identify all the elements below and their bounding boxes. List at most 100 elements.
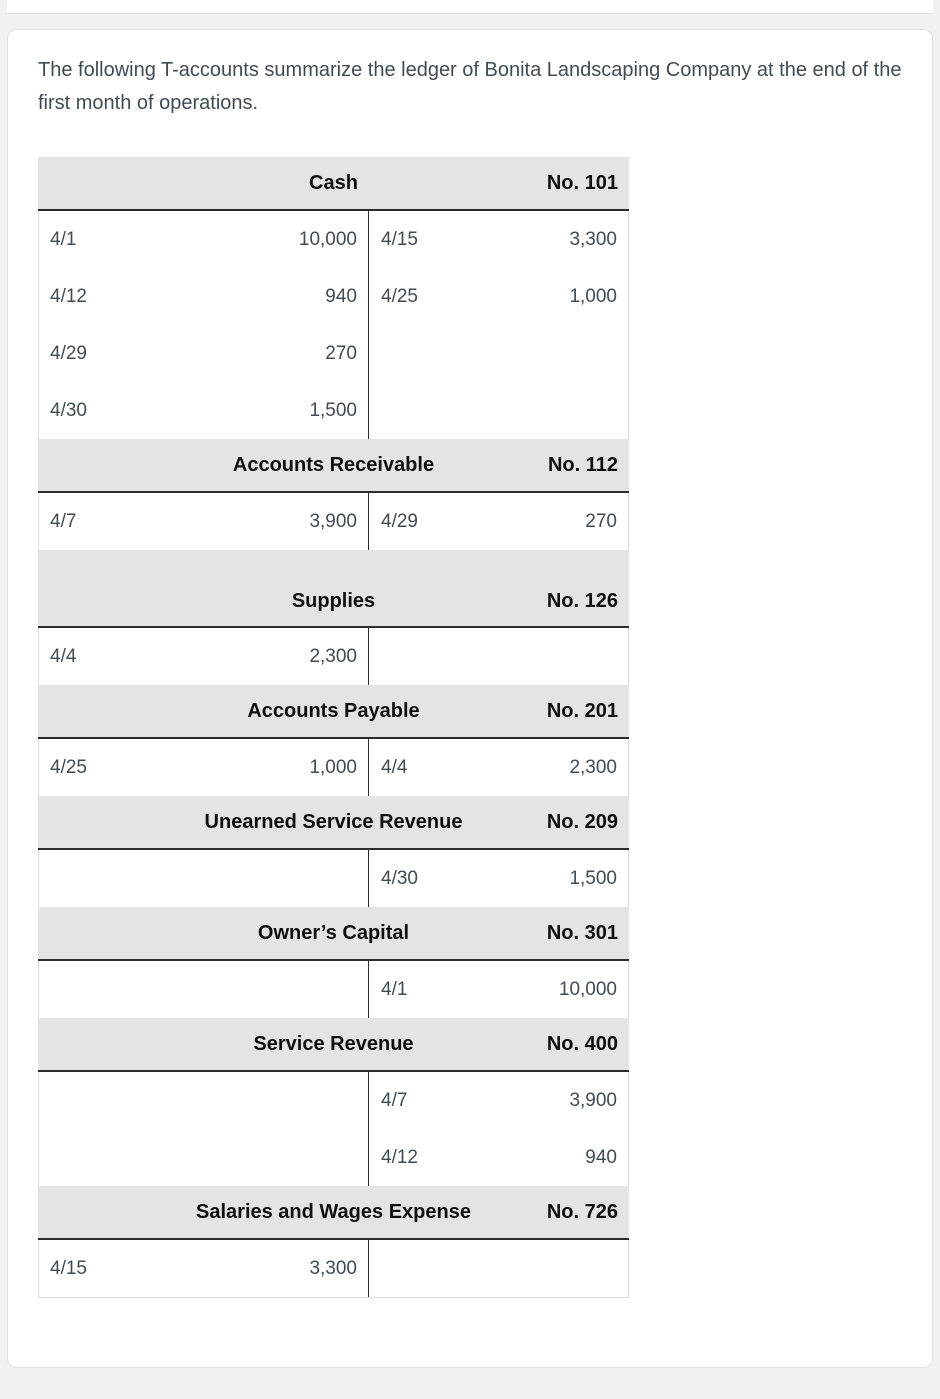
- debit-cell: 4/25 1,000: [39, 739, 368, 796]
- credit-cell: 4/4 2,300: [368, 739, 628, 796]
- t-account: Supplies No. 126 4/4 2,300: [38, 550, 629, 685]
- entry-date: 4/12: [381, 1146, 418, 1168]
- t-account-row: 4/30 1,500: [39, 850, 628, 907]
- account-title: Supplies: [291, 590, 376, 612]
- entry-date: 4/4: [50, 645, 77, 667]
- entry-amount: 1,000: [569, 285, 617, 307]
- t-account: Unearned Service Revenue No. 209 4/30 1,5…: [38, 796, 629, 907]
- account-number: No. 301: [546, 921, 618, 944]
- t-account-header: Salaries and Wages Expense No. 726: [38, 1186, 629, 1240]
- t-accounts-table: Cash No. 101 4/1 10,000 4/15 3,300 4/12 940 4/…: [38, 157, 629, 1298]
- account-number: No. 726: [546, 1200, 618, 1223]
- debit-cell: [39, 961, 368, 1018]
- page: The following T-accounts summarize the l…: [7, 0, 933, 1368]
- entry-amount: 940: [585, 1146, 617, 1168]
- t-account-row: 4/1 10,000 4/15 3,300: [39, 211, 628, 268]
- entry-amount: 2,300: [309, 645, 357, 667]
- debit-cell: 4/1 10,000: [39, 211, 368, 268]
- t-account-rows: 4/30 1,500: [38, 850, 629, 907]
- entry-date: 4/7: [50, 510, 77, 532]
- t-account-header: Owner’s Capital No. 301: [38, 907, 629, 961]
- debit-cell: [39, 1129, 368, 1186]
- entry-date: 4/25: [50, 756, 87, 778]
- t-account-row: 4/12 940: [39, 1129, 628, 1186]
- t-account-row: 4/4 2,300: [39, 628, 628, 685]
- entry-date: 4/15: [50, 1257, 87, 1279]
- t-account-rows: 4/1 10,000 4/15 3,300 4/12 940 4/25 1,000 4/29 27…: [38, 211, 629, 439]
- account-title: Owner’s Capital: [257, 921, 410, 944]
- entry-amount: 3,300: [309, 1257, 357, 1279]
- t-account-rows: 4/25 1,000 4/4 2,300: [38, 739, 629, 796]
- t-account: Cash No. 101 4/1 10,000 4/15 3,300 4/12 940 4/…: [38, 157, 629, 439]
- debit-cell: [39, 1072, 368, 1129]
- top-panel-divider: [7, 0, 933, 14]
- account-title: Accounts Receivable: [232, 453, 435, 476]
- entry-amount: 1,000: [309, 756, 357, 778]
- t-account-row: 4/30 1,500: [39, 382, 628, 439]
- account-number: No. 201: [546, 699, 618, 722]
- entry-date: 4/7: [381, 1089, 408, 1111]
- content-card: The following T-accounts summarize the l…: [7, 29, 933, 1368]
- t-account-rows: 4/4 2,300: [38, 628, 629, 685]
- t-account-header: Cash No. 101: [38, 157, 629, 211]
- t-account: Service Revenue No. 400 4/7 3,900 4/12 940: [38, 1018, 629, 1186]
- entry-amount: 3,900: [569, 1089, 617, 1111]
- entry-date: 4/1: [381, 978, 408, 1000]
- entry-date: 4/1: [50, 228, 77, 250]
- account-title: Salaries and Wages Expense: [196, 1200, 471, 1223]
- account-number: No. 101: [546, 171, 618, 194]
- entry-amount: 270: [585, 510, 617, 532]
- account-number: No. 400: [546, 1032, 618, 1055]
- credit-cell: 4/12 940: [368, 1129, 628, 1186]
- t-account-header: Accounts Receivable No. 112: [38, 439, 629, 493]
- t-account-row: 4/12 940 4/25 1,000: [39, 268, 628, 325]
- account-title: Unearned Service Revenue: [204, 810, 463, 833]
- entry-amount: 270: [325, 342, 357, 364]
- entry-date: 4/30: [381, 867, 418, 889]
- entry-amount: 10,000: [558, 978, 617, 1000]
- entry-date: 4/12: [50, 285, 87, 307]
- entry-date: 4/29: [381, 510, 418, 532]
- debit-cell: 4/4 2,300: [39, 628, 368, 685]
- t-account-rows: 4/7 3,900 4/29 270: [38, 493, 629, 550]
- credit-cell: [368, 628, 628, 685]
- t-account: Accounts Payable No. 201 4/25 1,000 4/4 2,3…: [38, 685, 629, 796]
- t-account-rows: 4/1 10,000: [38, 961, 629, 1018]
- intro-text: The following T-accounts summarize the l…: [38, 59, 902, 114]
- t-account: Accounts Receivable No. 112 4/7 3,900 4/29…: [38, 439, 629, 550]
- entry-amount: 10,000: [298, 228, 357, 250]
- debit-cell: 4/29 270: [39, 325, 368, 382]
- entry-date: 4/29: [50, 342, 87, 364]
- t-account-rows: 4/7 3,900 4/12 940: [38, 1072, 629, 1186]
- debit-cell: 4/15 3,300: [39, 1240, 368, 1297]
- t-account-rows: 4/15 3,300: [38, 1240, 629, 1298]
- credit-cell: 4/25 1,000: [368, 268, 628, 325]
- account-number: No. 112: [547, 453, 618, 476]
- t-account-header: Accounts Payable No. 201: [38, 685, 629, 739]
- credit-cell: [368, 325, 628, 382]
- t-account-row: 4/15 3,300: [39, 1240, 628, 1297]
- account-number: No. 209: [546, 810, 618, 833]
- t-account-header: Supplies No. 126: [38, 550, 629, 628]
- account-number: No. 126: [546, 590, 618, 612]
- account-title: Accounts Payable: [247, 699, 420, 722]
- debit-cell: 4/30 1,500: [39, 382, 368, 439]
- entry-amount: 3,900: [309, 510, 357, 532]
- entry-amount: 3,300: [569, 228, 617, 250]
- entry-amount: 2,300: [569, 756, 617, 778]
- entry-date: 4/30: [50, 399, 87, 421]
- credit-cell: 4/7 3,900: [368, 1072, 628, 1129]
- entry-date: 4/4: [381, 756, 408, 778]
- t-account-row: 4/29 270: [39, 325, 628, 382]
- t-account-row: 4/7 3,900: [39, 1072, 628, 1129]
- credit-cell: 4/15 3,300: [368, 211, 628, 268]
- entry-amount: 1,500: [569, 867, 617, 889]
- debit-cell: 4/7 3,900: [39, 493, 368, 550]
- t-account: Owner’s Capital No. 301 4/1 10,000: [38, 907, 629, 1018]
- debit-cell: [39, 850, 368, 907]
- t-account-row: 4/7 3,900 4/29 270: [39, 493, 628, 550]
- entry-date: 4/15: [381, 228, 418, 250]
- t-account-header: Service Revenue No. 400: [38, 1018, 629, 1072]
- credit-cell: 4/1 10,000: [368, 961, 628, 1018]
- credit-cell: [368, 382, 628, 439]
